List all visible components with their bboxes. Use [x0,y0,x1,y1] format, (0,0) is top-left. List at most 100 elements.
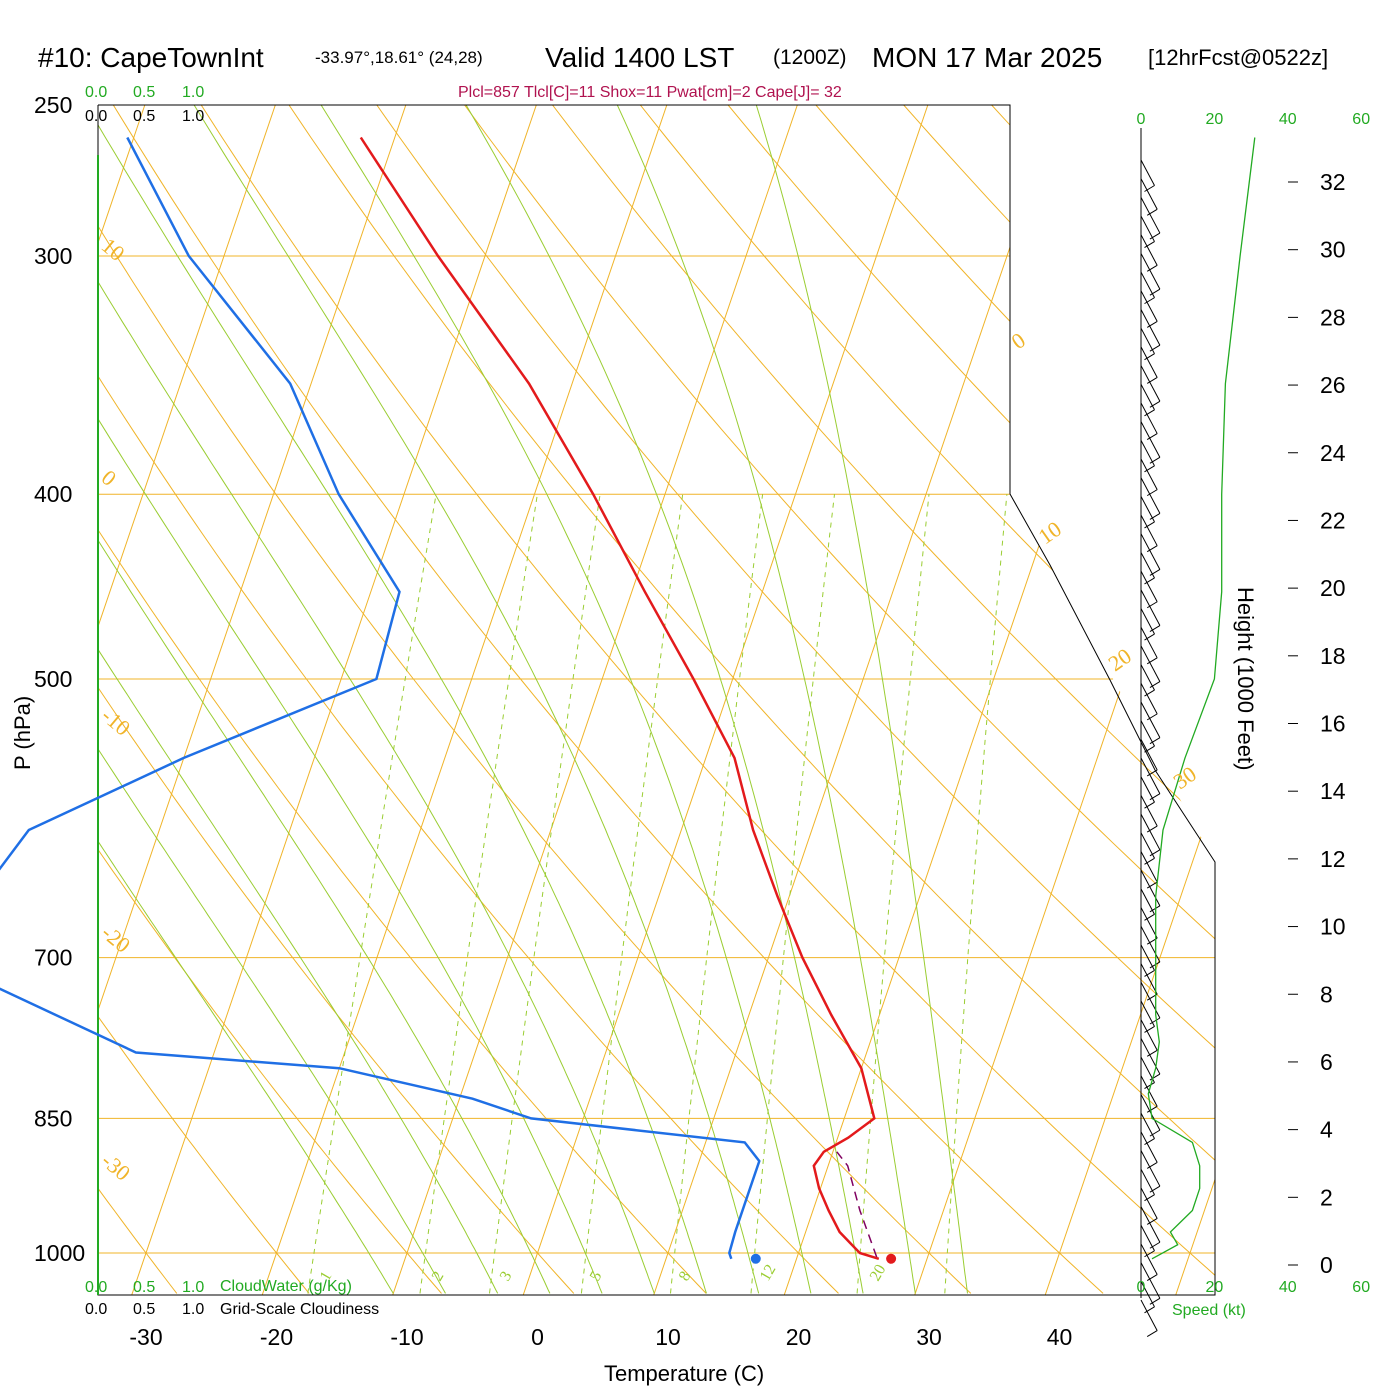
wind-barb-feather [1149,1241,1161,1249]
cloud-tick-label: 0.5 [133,84,155,101]
height-tick-label: 12 [1320,846,1346,872]
wind-barb-feather [1149,456,1161,464]
y-axis-label: P (hPa) [10,696,35,770]
surface-temperature-marker [886,1253,897,1264]
moist-adiabat [98,105,499,1294]
wind-barb [1140,776,1155,809]
wind-barb-feather [1149,905,1161,913]
wind-barb-shaft [1140,384,1155,410]
isotherm-line [261,105,668,1295]
height-tick-label: 24 [1320,440,1346,466]
wind-barb-shaft [1140,757,1161,794]
wind-barb-feather [1146,208,1158,216]
height-tick-label: 20 [1320,575,1346,601]
wind-barb-feather [1144,1138,1155,1146]
wind-barb-shaft [1140,683,1158,715]
height-tick-label: 2 [1320,1184,1333,1210]
isotherm-line [98,105,407,1295]
moist-adiabat [98,105,655,1294]
wind-barb-feather [1146,320,1158,328]
wind-barb-feather [1144,745,1155,753]
dry-adiabat [526,105,1215,1294]
isotherm-line [783,105,1190,1295]
height-tick-label: 28 [1320,304,1346,330]
height-tick-label: 6 [1320,1049,1333,1075]
wind-barb-feather [1149,1129,1161,1137]
wind-barb [1140,683,1158,721]
dewpoint-line [0,136,761,1260]
wind-barb [1140,1187,1158,1225]
wind-barb-shaft [1140,1206,1161,1243]
wind-barb [1140,1206,1161,1249]
wind-barb [1140,552,1155,585]
dry-adiabat [613,105,1215,1294]
wind-barb-feather [1144,353,1155,361]
x-axis-label: Temperature (C) [604,1361,764,1386]
cloud-tick-label: 0.0 [85,84,107,101]
wind-barb-shaft [1140,309,1161,346]
moist-adiabat [98,105,394,1294]
wind-barb [1140,1056,1155,1089]
mixing-ratio-label: 5 [587,1269,606,1284]
wind-barb [1140,701,1161,745]
wind-barb-feather [1149,288,1161,296]
wind-barb [1140,402,1158,440]
cloud-tick-label: 0.5 [133,108,155,125]
dry-adiabat-label: 10 [97,233,130,266]
wind-barb [1140,309,1161,352]
wind-barb [1140,159,1155,192]
wind-barb-shaft [1140,813,1161,851]
speed-tick-label: 60 [1352,1279,1370,1296]
dry-adiabat [266,105,1215,1294]
wind-barb-feather [1149,344,1161,352]
wind-barb-feather [1149,232,1161,240]
wind-speed-line [1147,137,1256,1260]
wind-barb-feather [1146,657,1158,665]
wind-barb-shaft [1140,1299,1158,1331]
pressure-tick-labels: 250 300 400 500 700 850 1000 [34,92,85,1266]
wind-barb-shaft [1140,440,1155,467]
wind-barb [1140,421,1161,464]
wind-barb [1140,384,1155,417]
wind-barb-feather [1146,489,1158,497]
wind-barb-feather [1144,1026,1155,1033]
wind-barb-shaft [1140,832,1155,859]
moist-adiabats [98,105,968,1294]
pressure-tick-label: 250 [34,92,72,118]
cloud-tick-label: 1.0 [182,84,204,101]
wind-barb [1140,1168,1155,1202]
wind-barb-feather [1144,689,1155,697]
wind-barb [1140,1038,1161,1081]
wind-barb-feather [1149,512,1161,520]
wind-barb-feather [1144,1194,1155,1202]
mixing-ratio-line [580,494,684,1294]
wind-barb [1140,869,1161,913]
moist-adiabat [98,105,446,1294]
wind-barb-shaft [1140,458,1158,490]
wind-barb-shaft [1140,589,1161,626]
dry-adiabat [352,105,1215,1294]
wind-barb-shaft [1140,1262,1161,1299]
speed-tick-label: 20 [1206,111,1224,128]
wind-barb-feather [1146,881,1158,889]
moist-adiabat [745,105,968,1294]
speed-tick-label: 20 [1206,1279,1224,1296]
dry-adiabat [98,105,178,1294]
wind-barb-feather [1146,1105,1158,1113]
dry-adiabat [98,105,310,1294]
moist-adiabat [601,105,916,1294]
temperature-tick-label: -10 [390,1324,423,1350]
isotherm-line [653,105,1059,1295]
mixing-ratio-lines [307,494,1008,1294]
isobar-lines [98,104,1215,1254]
dry-adiabat-label: -30 [97,1148,136,1186]
wind-barb [1140,514,1158,553]
wind-barb-feather [1144,1250,1155,1258]
height-tick-label: 22 [1320,507,1346,533]
wind-barb-feather [1144,241,1155,248]
wind-barb-feather [1144,857,1155,865]
wind-barb-feather [1144,185,1155,192]
wind-barb-feather [1144,969,1155,977]
wind-barb [1140,1243,1158,1281]
